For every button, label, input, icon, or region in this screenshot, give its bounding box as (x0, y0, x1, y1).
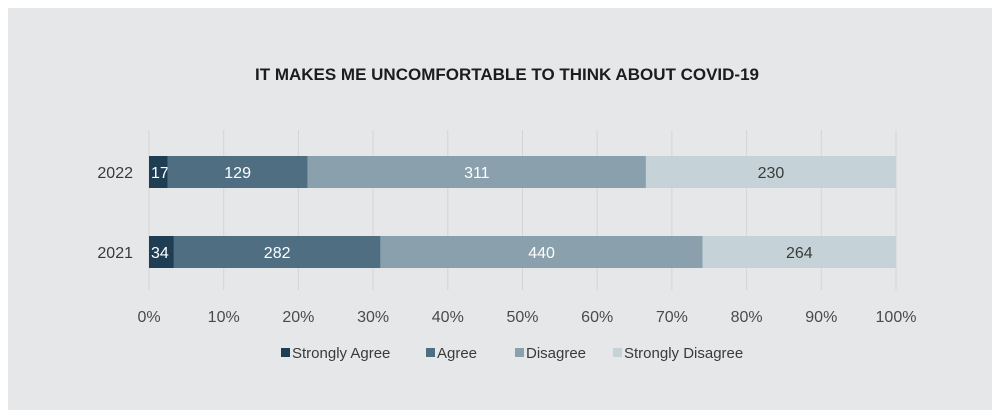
data-label: 230 (758, 165, 785, 182)
x-tick-label: 30% (357, 309, 389, 326)
legend: Strongly Agree Agree Disagree Strongly Disa… (281, 345, 743, 362)
category-labels: 2022 2021 (97, 165, 133, 262)
legend-swatch (281, 348, 290, 357)
category-label: 2021 (97, 245, 133, 262)
legend-label: Strongly Disagree (624, 345, 743, 362)
x-tick-label: 0% (137, 309, 160, 326)
legend-label: Disagree (526, 345, 586, 362)
bar-segment (380, 236, 703, 268)
data-label: 440 (528, 245, 555, 262)
data-label: 34 (151, 245, 169, 262)
data-label: 311 (464, 165, 490, 182)
x-tick-label: 40% (432, 309, 464, 326)
bar-segment (167, 156, 308, 188)
bar-segment (702, 236, 896, 268)
x-axis-ticks: 0% 10% 20% 30% 40% 50% 60% 70% 80% 90% 100% (137, 309, 916, 326)
legend-swatch (426, 348, 435, 357)
x-tick-label: 60% (581, 309, 613, 326)
bar-segment (307, 156, 646, 188)
chart-title: IT MAKES ME UNCOMFORTABLE TO THINK ABOUT… (255, 65, 759, 84)
data-label: 129 (224, 165, 251, 182)
bar-area: 17 129 311 230 34 282 440 264 (149, 156, 896, 268)
bar-segment (645, 156, 896, 188)
bar-segment (149, 236, 174, 268)
data-label: 282 (264, 245, 291, 262)
x-tick-label: 90% (805, 309, 837, 326)
legend-label: Strongly Agree (292, 345, 390, 362)
legend-swatch (613, 348, 622, 357)
data-label: 17 (151, 165, 169, 182)
x-tick-label: 70% (656, 309, 688, 326)
data-label: 264 (786, 245, 813, 262)
x-tick-label: 20% (282, 309, 314, 326)
bar-segment (173, 236, 381, 268)
x-tick-label: 10% (208, 309, 240, 326)
x-tick-label: 80% (731, 309, 763, 326)
category-label: 2022 (97, 165, 133, 182)
chart-panel (8, 8, 992, 410)
x-tick-label: 50% (506, 309, 538, 326)
legend-label: Agree (437, 345, 477, 362)
x-tick-label: 100% (876, 309, 917, 326)
bar-segment (149, 156, 168, 188)
legend-swatch (515, 348, 524, 357)
